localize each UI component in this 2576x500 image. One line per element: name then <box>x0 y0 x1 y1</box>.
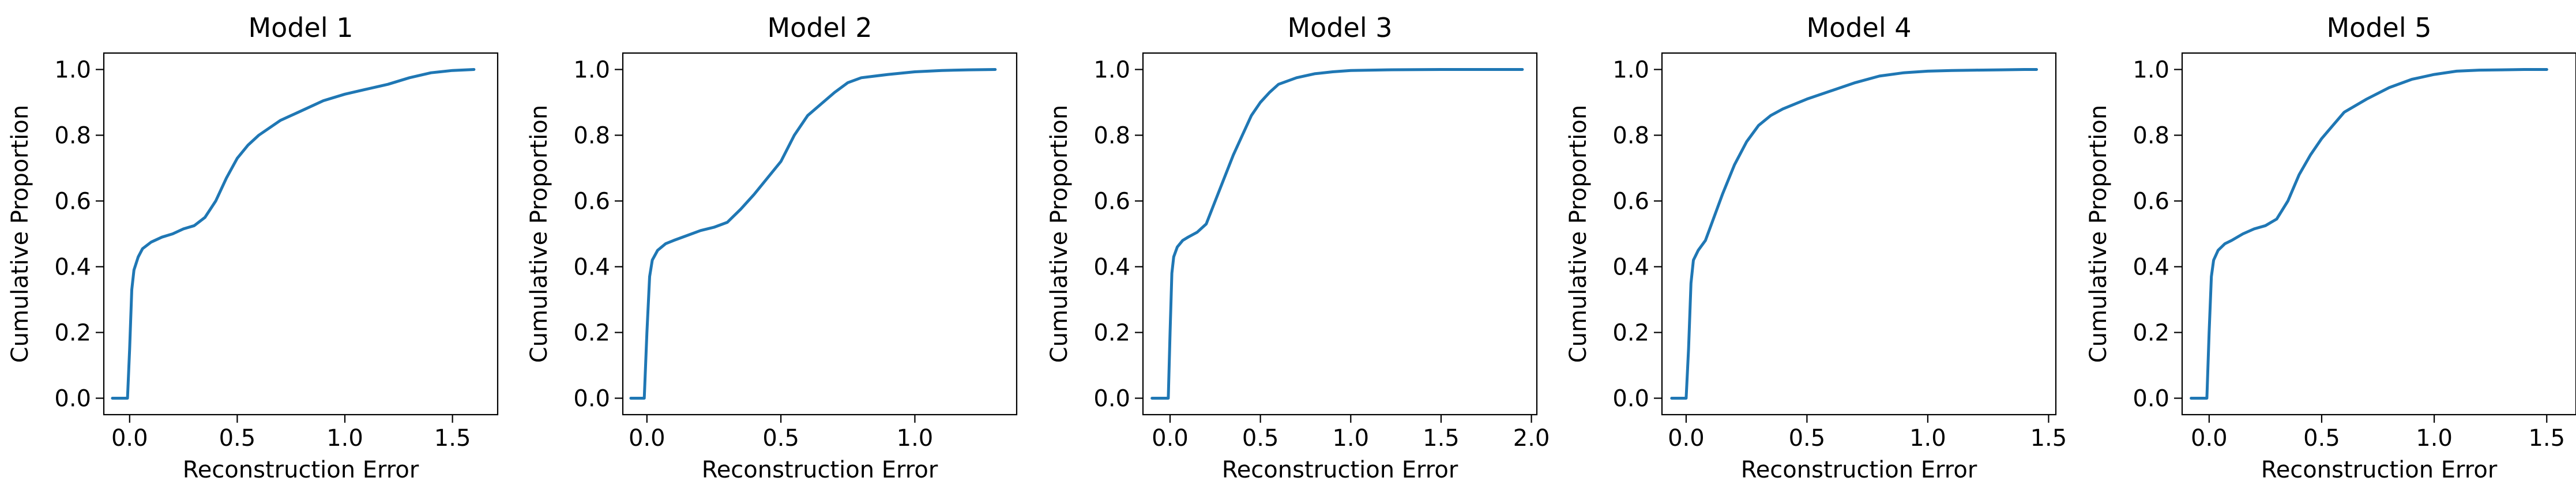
y-tick-label: 0.0 <box>54 386 91 412</box>
y-tick-label: 1.0 <box>54 57 91 84</box>
plot-frame <box>103 52 499 416</box>
x-tick-label: 0.5 <box>762 425 799 452</box>
y-tick-label: 0.8 <box>573 123 610 149</box>
y-tick-label: 0.6 <box>1612 189 1649 215</box>
chart-panel-3: Model 3 0.0 0.5 1.0 1.5 2.0 0.0 0.2 0.4 0.6 0.8 1.0… <box>1046 12 1550 483</box>
y-tick-label: 0.4 <box>573 254 610 281</box>
x-tick-label: 1.0 <box>326 425 363 452</box>
x-axis-label: Reconstruction Error <box>183 457 419 483</box>
x-tick-label: 0.5 <box>1242 425 1279 452</box>
y-tick-label: 1.0 <box>2133 57 2169 84</box>
y-tick-label: 0.0 <box>573 386 610 412</box>
x-tick-label: 1.0 <box>897 425 934 452</box>
cdf-line <box>1150 68 1524 400</box>
x-tick-label: 2.0 <box>1513 425 1550 452</box>
plot-frame <box>1142 52 1538 416</box>
x-tick-label: 0.0 <box>2191 425 2228 452</box>
y-tick-label: 0.4 <box>1093 254 1130 281</box>
chart-title: Model 3 <box>1287 12 1392 43</box>
y-tick-label: 0.4 <box>2133 254 2169 281</box>
x-axis-label: Reconstruction Error <box>1222 457 1458 483</box>
y-tick-label: 0.6 <box>54 189 91 215</box>
x-axis-label: Reconstruction Error <box>702 457 938 483</box>
y-tick-label: 0.0 <box>2133 386 2169 412</box>
y-tick-label: 0.8 <box>1612 123 1649 149</box>
plot-frame <box>1661 52 2057 416</box>
x-tick-label: 1.0 <box>1909 425 1946 452</box>
y-tick-label: 0.8 <box>1093 123 1130 149</box>
y-tick-label: 0.0 <box>1093 386 1130 412</box>
x-tick-label: 1.5 <box>2030 425 2067 452</box>
y-axis-label: Cumulative Proportion <box>1046 105 1073 363</box>
y-tick-label: 1.0 <box>1093 57 1130 84</box>
y-axis-label: Cumulative Proportion <box>2085 105 2112 363</box>
cdf-line <box>2190 68 2548 400</box>
cdf-line <box>1670 68 2038 400</box>
y-tick-label: 0.4 <box>1612 254 1649 281</box>
chart-panel-5: Model 5 0.0 0.5 1.0 1.5 0.0 0.2 0.4 0.6 0.8 1.0 Rec… <box>2085 12 2576 483</box>
x-tick-label: 0.0 <box>1152 425 1189 452</box>
chart-panel-2: Model 2 0.0 0.5 1.0 0.0 0.2 0.4 0.6 0.8 1.0 Recons… <box>526 12 1018 483</box>
y-tick-label: 0.4 <box>54 254 91 281</box>
x-tick-label: 1.5 <box>2528 425 2565 452</box>
x-tick-label: 0.5 <box>2303 425 2340 452</box>
x-tick-label: 1.0 <box>2416 425 2453 452</box>
y-tick-label: 0.2 <box>1612 320 1649 347</box>
y-tick-label: 0.8 <box>54 123 91 149</box>
x-tick-label: 1.5 <box>434 425 471 452</box>
y-axis-label: Cumulative Proportion <box>526 105 552 363</box>
chart-title: Model 1 <box>248 12 353 43</box>
y-tick-label: 1.0 <box>573 57 610 84</box>
y-tick-label: 0.2 <box>54 320 91 347</box>
y-axis-label: Cumulative Proportion <box>1565 105 1592 363</box>
x-tick-label: 1.5 <box>1423 425 1460 452</box>
x-axis-label: Reconstruction Error <box>1741 457 1977 483</box>
y-tick-label: 0.2 <box>1093 320 1130 347</box>
x-tick-label: 0.5 <box>1789 425 1826 452</box>
x-tick-label: 0.5 <box>219 425 256 452</box>
y-tick-label: 1.0 <box>1612 57 1649 84</box>
chart-title: Model 5 <box>2326 12 2431 43</box>
y-tick-label: 0.2 <box>2133 320 2169 347</box>
y-axis-label: Cumulative Proportion <box>7 105 33 363</box>
y-tick-label: 0.6 <box>1093 189 1130 215</box>
chart-panel-1: Model 1 0.0 0.5 1.0 1.5 0.0 0.2 0.4 0.6 0.8 1.0 Rec… <box>7 12 499 483</box>
y-tick-label: 0.6 <box>573 189 610 215</box>
x-tick-label: 0.0 <box>1668 425 1705 452</box>
chart-title: Model 4 <box>1806 12 1911 43</box>
chart-panel-4: Model 4 0.0 0.5 1.0 1.5 0.0 0.2 0.4 0.6 0.8 1.0 Rec… <box>1565 12 2067 483</box>
y-tick-label: 0.0 <box>1612 386 1649 412</box>
cdf-line <box>111 68 476 400</box>
x-tick-label: 1.0 <box>1332 425 1369 452</box>
plot-frame <box>622 52 1018 416</box>
y-tick-label: 0.2 <box>573 320 610 347</box>
chart-title: Model 2 <box>767 12 872 43</box>
plot-frame <box>2181 52 2576 416</box>
x-tick-label: 0.0 <box>111 425 148 452</box>
x-tick-label: 0.0 <box>629 425 665 452</box>
y-tick-label: 0.8 <box>2133 123 2169 149</box>
cdf-line <box>629 68 997 400</box>
x-axis-label: Reconstruction Error <box>2261 457 2498 483</box>
y-tick-label: 0.6 <box>2133 189 2169 215</box>
